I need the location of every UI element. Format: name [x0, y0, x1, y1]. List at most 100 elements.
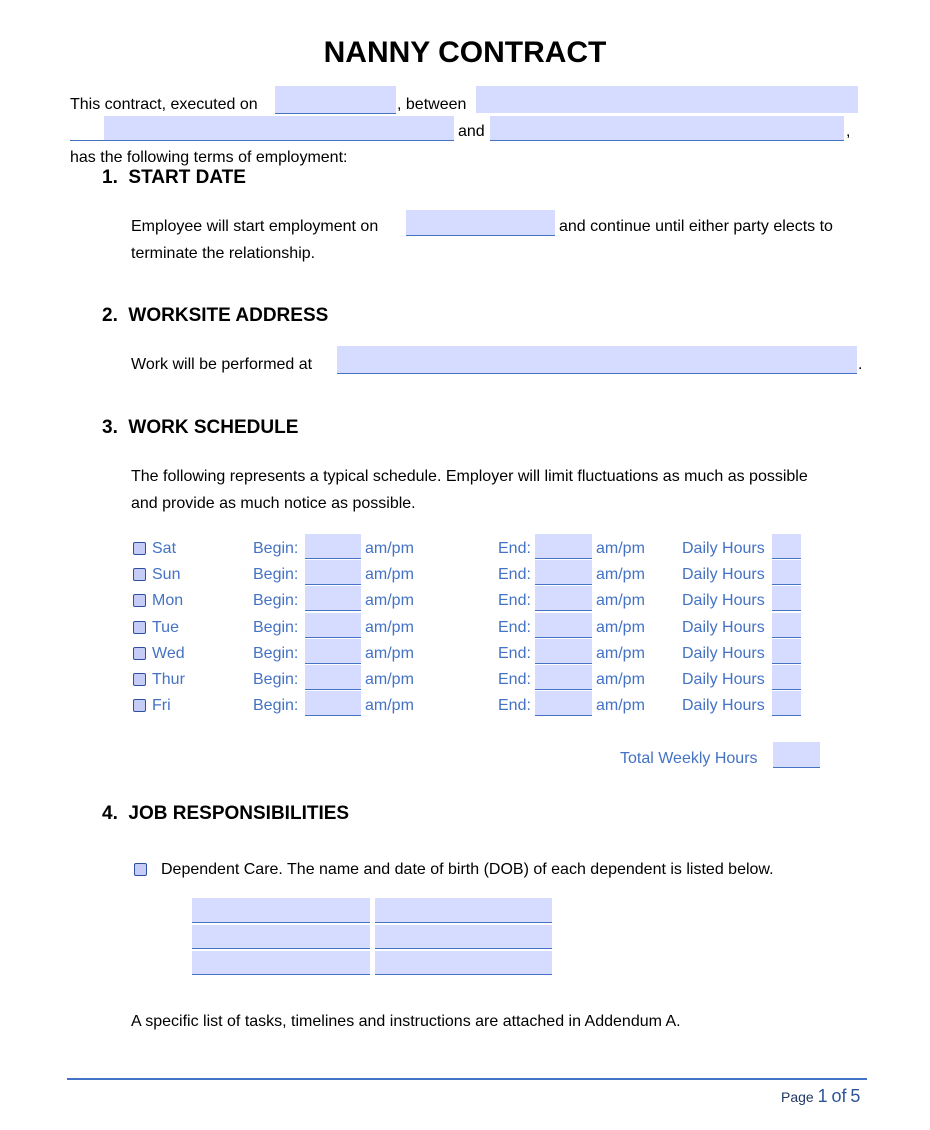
day-checkbox[interactable]: [133, 673, 146, 686]
ampm-label: am/pm: [365, 540, 414, 557]
day-label: Thur: [152, 671, 185, 688]
start-date-field[interactable]: [406, 210, 555, 236]
daily-hours-label: Daily Hours: [682, 644, 765, 662]
ampm-label: am/pm: [365, 697, 414, 715]
end-time-field[interactable]: [535, 691, 592, 717]
daily-hours-field[interactable]: [772, 560, 801, 586]
begin-label: Begin:: [253, 566, 299, 584]
end-time-field[interactable]: [535, 586, 592, 612]
page-title: NANNY CONTRACT: [323, 36, 607, 69]
execution-date-field[interactable]: [275, 86, 396, 114]
section-number: 4.: [102, 803, 118, 824]
day-checkbox[interactable]: [133, 568, 146, 582]
ampm-label: am/pm: [365, 644, 414, 662]
dependent-name-field[interactable]: [192, 898, 370, 923]
ampm-label: am/pm: [596, 566, 645, 584]
footer-divider: [67, 1078, 867, 1080]
end-label: End:: [498, 644, 531, 662]
dependent-dob-field[interactable]: [375, 925, 552, 949]
day-checkbox[interactable]: [133, 542, 146, 555]
day-label: Sun: [152, 566, 181, 584]
body-text: Dependent Care. The name and date of bir…: [161, 861, 774, 878]
total-weekly-hours-field[interactable]: [773, 742, 820, 768]
end-time-field[interactable]: [535, 612, 592, 638]
section-title: START DATE: [128, 167, 246, 188]
daily-hours-field[interactable]: [772, 612, 801, 638]
daily-hours-field[interactable]: [772, 665, 801, 690]
begin-label: Begin:: [253, 540, 299, 557]
section-title: WORKSITE ADDRESS: [128, 305, 329, 326]
body-text: Work will be performed at: [131, 356, 313, 373]
end-time-field[interactable]: [535, 534, 592, 559]
intro-text: This contract, executed on: [70, 96, 258, 113]
intro-text: and: [458, 123, 485, 140]
begin-time-field[interactable]: [305, 586, 361, 612]
section-number: 2.: [102, 305, 118, 326]
begin-time-field[interactable]: [305, 665, 361, 690]
employer-name-field-2[interactable]: [104, 116, 454, 140]
end-label: End:: [498, 618, 531, 636]
begin-time-field[interactable]: [305, 612, 361, 638]
dependent-name-field[interactable]: [192, 925, 370, 949]
worksite-address-field[interactable]: [337, 346, 857, 374]
body-text: and provide as much notice as possible.: [131, 495, 416, 512]
body-text: The following represents a typical sched…: [131, 468, 808, 485]
intro-text: has the following terms of employment:: [70, 149, 348, 166]
daily-hours-field[interactable]: [772, 534, 801, 559]
begin-time-field[interactable]: [305, 534, 361, 559]
dependent-dob-field[interactable]: [375, 951, 552, 975]
end-time-field[interactable]: [535, 638, 592, 664]
current-page: 1: [817, 1086, 828, 1106]
section-title: WORK SCHEDULE: [128, 417, 299, 438]
day-label: Tue: [152, 618, 179, 636]
dependent-dob-field[interactable]: [375, 898, 552, 923]
daily-hours-field[interactable]: [772, 638, 801, 664]
body-text: .: [858, 356, 863, 373]
end-label: End:: [498, 697, 531, 715]
end-time-field[interactable]: [535, 560, 592, 586]
ampm-label: am/pm: [596, 540, 645, 557]
total-weekly-hours-label: Total Weekly Hours: [620, 750, 758, 767]
section-3-heading: 3. WORK SCHEDULE: [102, 417, 298, 439]
begin-label: Begin:: [253, 592, 299, 610]
day-checkbox[interactable]: [133, 699, 146, 713]
ampm-label: am/pm: [596, 697, 645, 715]
intro-text: ,: [846, 123, 851, 140]
daily-hours-label: Daily Hours: [682, 671, 765, 688]
end-time-field[interactable]: [535, 665, 592, 690]
day-label: Wed: [152, 644, 185, 662]
ampm-label: am/pm: [365, 592, 414, 610]
page-number: Page 1 of 5: [781, 1086, 860, 1107]
section-title: JOB RESPONSIBILITIES: [128, 803, 350, 824]
intro-text: , between: [397, 96, 467, 113]
dependent-name-field[interactable]: [192, 951, 370, 975]
employee-name-field[interactable]: [490, 116, 844, 141]
daily-hours-field[interactable]: [772, 586, 801, 612]
employer-name-field[interactable]: [476, 86, 858, 113]
daily-hours-label: Daily Hours: [682, 697, 765, 715]
day-checkbox[interactable]: [133, 620, 146, 634]
day-checkbox[interactable]: [133, 594, 146, 608]
section-number: 1.: [102, 167, 118, 188]
body-text: and continue until either party elects t…: [559, 218, 833, 235]
begin-time-field[interactable]: [305, 560, 361, 586]
begin-label: Begin:: [253, 618, 299, 636]
ampm-label: am/pm: [596, 618, 645, 636]
of-word: of: [831, 1086, 847, 1106]
begin-label: Begin:: [253, 671, 299, 688]
day-label: Fri: [152, 697, 171, 715]
underline: [70, 140, 454, 141]
end-label: End:: [498, 540, 531, 557]
dependent-care-checkbox[interactable]: [134, 863, 147, 876]
day-label: Sat: [152, 540, 177, 557]
ampm-label: am/pm: [365, 618, 414, 636]
ampm-label: am/pm: [596, 671, 645, 688]
daily-hours-label: Daily Hours: [682, 566, 765, 584]
begin-time-field[interactable]: [305, 691, 361, 717]
daily-hours-field[interactable]: [772, 691, 801, 717]
end-label: End:: [498, 592, 531, 610]
section-4-heading: 4. JOB RESPONSIBILITIES: [102, 803, 349, 825]
begin-time-field[interactable]: [305, 638, 361, 664]
begin-label: Begin:: [253, 697, 299, 715]
day-checkbox[interactable]: [133, 646, 146, 660]
